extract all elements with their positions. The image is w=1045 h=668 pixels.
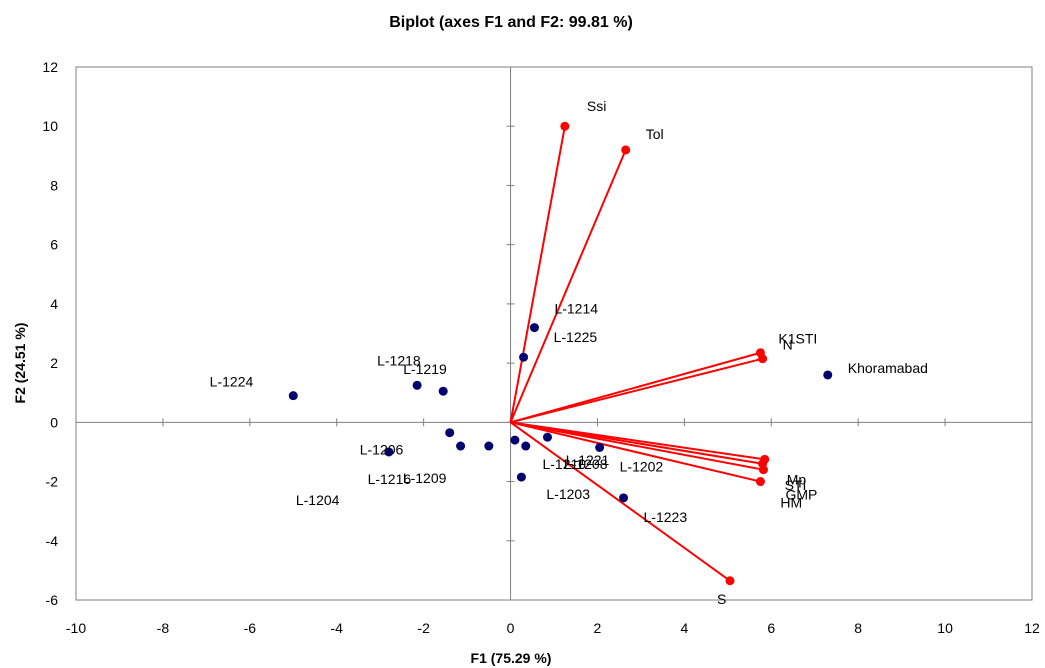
x-tick-label: 0 (507, 620, 515, 636)
variable-vector-tip (725, 576, 735, 586)
observation-point (529, 323, 539, 333)
observation-point (619, 493, 629, 503)
x-tick-label: 2 (594, 620, 602, 636)
observation-label: L-1202 (620, 459, 664, 475)
x-axis-title: F1 (75.29 %) (471, 650, 552, 666)
observation-label: L-1209 (403, 470, 447, 486)
tick-labels: -10 -8 -6 -4 -2 0 2 4 6 8 10 12 -6 -4 -2 0 2 4 6 8 10 12 (42, 59, 1040, 636)
x-tick-label: -8 (157, 620, 170, 636)
y-tick-label: -2 (46, 474, 59, 490)
observation-label: L-1214 (554, 301, 598, 317)
variable-vector-line (510, 351, 761, 424)
y-axis-title: F2 (24.51 %) (12, 323, 28, 404)
observation-label: L-1219 (403, 361, 447, 377)
y-tick-label: -6 (46, 592, 59, 608)
observation-label: L-1206 (360, 442, 404, 458)
x-tick-label: -6 (244, 620, 257, 636)
observation-label: L-1216 (368, 471, 412, 487)
observation-point (456, 441, 466, 451)
observation-label: L-1225 (554, 329, 598, 345)
observation-point (516, 472, 526, 482)
observation-label: L-1223 (644, 509, 688, 525)
observation-point (412, 380, 422, 390)
x-tick-label: 12 (1024, 620, 1040, 636)
variable-vector-line (509, 126, 566, 423)
y-tick-label: 12 (42, 59, 58, 75)
y-tick-label: 4 (50, 296, 58, 312)
y-tick-label: 8 (50, 177, 58, 193)
chart-title: Biplot (axes F1 and F2: 99.81 %) (389, 14, 633, 31)
variable-vector-tip (560, 121, 570, 131)
variable-label: K1STI (778, 331, 817, 347)
observation-point (510, 435, 520, 445)
observation-point (595, 443, 605, 453)
plot-area (75, 66, 1033, 601)
observation-point (438, 386, 448, 396)
variable-vector-line (510, 421, 761, 483)
y-tick-label: 10 (42, 118, 58, 134)
variable-vector-line (510, 357, 763, 424)
observation-point (445, 428, 455, 438)
variable-label: HM (780, 495, 802, 511)
variable-vector-tip (755, 477, 765, 487)
observation-points (288, 323, 833, 503)
observation-point (542, 432, 552, 442)
observation-label: L-1204 (296, 492, 340, 508)
observation-label: L-1203 (546, 486, 590, 502)
variable-label: Mp (787, 471, 807, 487)
variable-vector-line (509, 421, 731, 582)
variable-vector-tip (621, 145, 631, 155)
variable-label: GMP (785, 487, 817, 503)
observation-point (384, 447, 394, 457)
variable-vector-tip (758, 354, 768, 364)
observation-label: L-1221 (566, 452, 610, 468)
x-tick-label: -2 (417, 620, 430, 636)
variable-vector-line (510, 421, 764, 471)
y-tick-label: 0 (50, 414, 58, 430)
variable-label: N (783, 337, 793, 353)
observation-point (288, 391, 298, 401)
observation-label: L-1224 (210, 374, 254, 390)
x-tick-label: -10 (66, 620, 86, 636)
y-tick-label: 6 (50, 237, 58, 253)
x-tick-label: 6 (767, 620, 775, 636)
x-tick-label: 8 (854, 620, 862, 636)
variable-vector-line (509, 149, 627, 423)
observation-label: L-1210 (542, 456, 586, 472)
observation-label: L-1208 (564, 456, 608, 472)
observation-point (484, 441, 494, 451)
observation-point (823, 370, 833, 380)
x-tick-label: 4 (680, 620, 688, 636)
variable-label: S (717, 591, 726, 607)
y-tick-label: 2 (50, 355, 58, 371)
variable-vectors (509, 121, 770, 586)
variable-label: Tol (646, 126, 664, 142)
observation-label: Khoramabad (848, 360, 928, 376)
variable-vector-tip (758, 465, 768, 475)
x-tick-label: 10 (937, 620, 953, 636)
y-tick-label: -4 (46, 533, 59, 549)
axes (75, 66, 1033, 601)
observation-point (519, 352, 529, 362)
variable-label: Ssi (587, 98, 606, 114)
observation-label: L-1218 (377, 352, 421, 368)
x-tick-label: -4 (331, 620, 344, 636)
variable-label: STI (785, 477, 807, 493)
observation-point (521, 441, 531, 451)
